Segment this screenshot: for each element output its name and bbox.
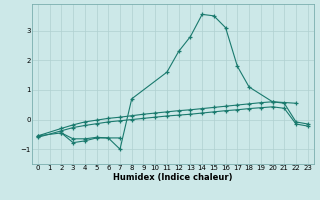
X-axis label: Humidex (Indice chaleur): Humidex (Indice chaleur) [113,173,233,182]
